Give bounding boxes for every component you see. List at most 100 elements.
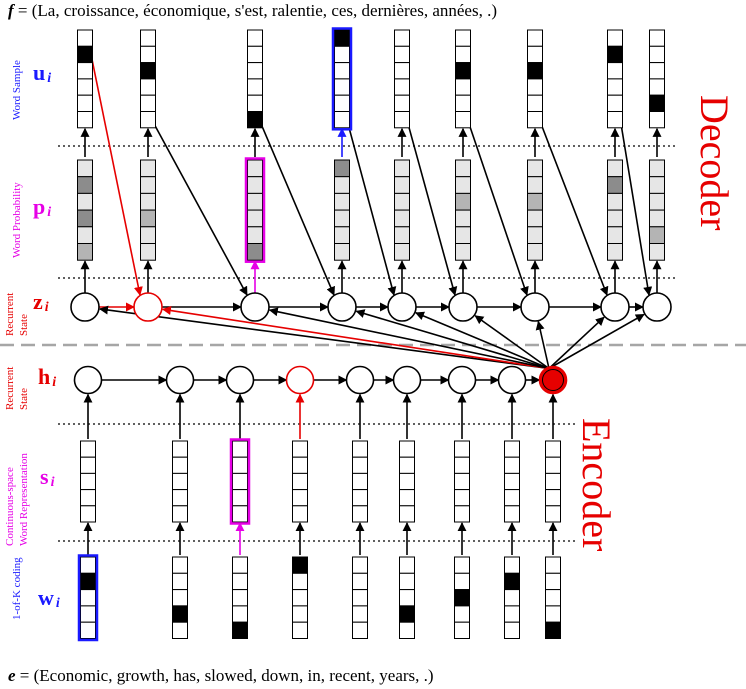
encoder-state-9: [538, 365, 568, 395]
word-sample-1-cell-5: [77, 94, 93, 112]
one-hot-7-cell-5: [454, 621, 470, 640]
decoder-state-1: [70, 292, 100, 322]
word-sample-9-cell-1: [649, 29, 665, 47]
word-rep-9-cell-4: [545, 489, 561, 507]
word-sample-3-cell-1: [247, 29, 263, 47]
word-sample-2-cell-5: [140, 94, 156, 112]
word-prob-5-cell-1: [394, 159, 410, 178]
word-prob-5-cell-2: [394, 176, 410, 194]
source-sentence-prefix: = (: [16, 666, 40, 685]
row-s-caption-2: Word Representation: [18, 453, 30, 546]
row-z-caption-2: State: [18, 314, 30, 336]
word-sample-2-cell-2: [140, 45, 156, 64]
word-prob-8-cell-2: [607, 176, 623, 194]
word-prob-3-cell-5: [247, 226, 263, 245]
one-hot-5-cell-5: [352, 621, 368, 640]
nodes: [70, 27, 672, 642]
one-hot-1-cell-2: [80, 572, 96, 591]
one-hot-1-cell-5: [80, 621, 96, 640]
one-hot-4-cell-1: [292, 556, 308, 574]
word-prob-6-cell-6: [455, 243, 471, 261]
one-hot-2: [172, 556, 188, 640]
sample-feedback-1: [90, 54, 143, 296]
source-token-3: has,: [173, 666, 204, 685]
one-hot-5-cell-2: [352, 572, 368, 591]
word-sample-7-cell-5: [527, 94, 543, 112]
source-token-6: in,: [308, 666, 330, 685]
word-rep-8-cell-2: [504, 456, 520, 474]
word-rep-5-cell-3: [352, 472, 368, 491]
row-u-caption: Word Sample: [11, 60, 23, 120]
word-prob-9-cell-6: [649, 243, 665, 261]
row-s-subscript: i: [51, 475, 55, 490]
word-rep-5-cell-5: [352, 505, 368, 523]
one-hot-3-cell-2: [232, 572, 248, 591]
word-rep-6-cell-2: [399, 456, 415, 474]
word-sample-7-cell-3: [527, 62, 543, 80]
word-rep-2-cell-3: [172, 472, 188, 491]
word-prob-1-cell-4: [77, 209, 93, 228]
word-sample-7: [527, 29, 543, 129]
connections: [80, 54, 662, 555]
source-token-5: down,: [261, 666, 307, 685]
word-sample-7-cell-2: [527, 45, 543, 64]
word-rep-5-cell-1: [352, 440, 368, 458]
word-prob-1-cell-6: [77, 243, 93, 261]
word-prob-9-cell-1: [649, 159, 665, 178]
target-sentence: f = (La, croissance, économique, s'est, …: [8, 1, 497, 20]
word-sample-2: [140, 29, 156, 129]
word-prob-2-cell-1: [140, 159, 156, 178]
target-token-2: croissance,: [64, 1, 143, 20]
one-hot-7-cell-4: [454, 605, 470, 623]
word-prob-6-cell-2: [455, 176, 471, 194]
word-prob-2-cell-5: [140, 226, 156, 245]
one-hot-1-highlight: [77, 554, 99, 642]
word-sample-5: [394, 29, 410, 129]
word-prob-9: [649, 159, 665, 261]
word-rep-5-cell-2: [352, 456, 368, 474]
word-prob-4-cell-3: [334, 192, 350, 211]
context-to-decoder-2: [161, 306, 550, 370]
word-sample-4-highlight: [331, 27, 353, 131]
word-prob-4-cell-6: [334, 243, 350, 261]
word-rep-2: [172, 440, 188, 523]
word-rep-4-cell-2: [292, 456, 308, 474]
word-sample-1-cell-3: [77, 62, 93, 80]
word-prob-9-cell-4: [649, 209, 665, 228]
word-rep-8-cell-4: [504, 489, 520, 507]
word-sample-7-cell-6: [527, 111, 543, 129]
target-token-4: s'est,: [235, 1, 272, 20]
target-token-5: ralentie,: [272, 1, 331, 20]
word-sample-5-cell-3: [394, 62, 410, 80]
word-sample-6-cell-4: [455, 78, 471, 96]
one-hot-8-cell-1: [504, 556, 520, 574]
one-hot-9-cell-4: [545, 605, 561, 623]
word-rep-6: [399, 440, 415, 523]
word-sample-1: [77, 29, 93, 129]
word-rep-3-cell-5: [232, 505, 248, 523]
word-rep-9-cell-3: [545, 472, 561, 491]
word-rep-1-cell-2: [80, 456, 96, 474]
decoder-state-4: [327, 292, 357, 322]
word-prob-5-cell-4: [394, 209, 410, 228]
word-sample-9-cell-5: [649, 94, 665, 112]
word-prob-5-cell-5: [394, 226, 410, 245]
word-prob-5-cell-3: [394, 192, 410, 211]
word-sample-2-cell-1: [140, 29, 156, 47]
word-rep-9: [545, 440, 561, 523]
word-rep-2-cell-4: [172, 489, 188, 507]
row-h-caption-2: State: [18, 388, 30, 410]
target-token-9: .: [487, 1, 491, 20]
word-rep-7: [454, 440, 470, 523]
word-sample-3-cell-4: [247, 78, 263, 96]
word-rep-8-cell-1: [504, 440, 520, 458]
word-sample-8-cell-5: [607, 94, 623, 112]
word-prob-6-cell-3: [455, 192, 471, 211]
one-hot-8: [504, 556, 520, 640]
word-sample-9-cell-6: [649, 111, 665, 129]
target-token-3: économique,: [143, 1, 235, 20]
